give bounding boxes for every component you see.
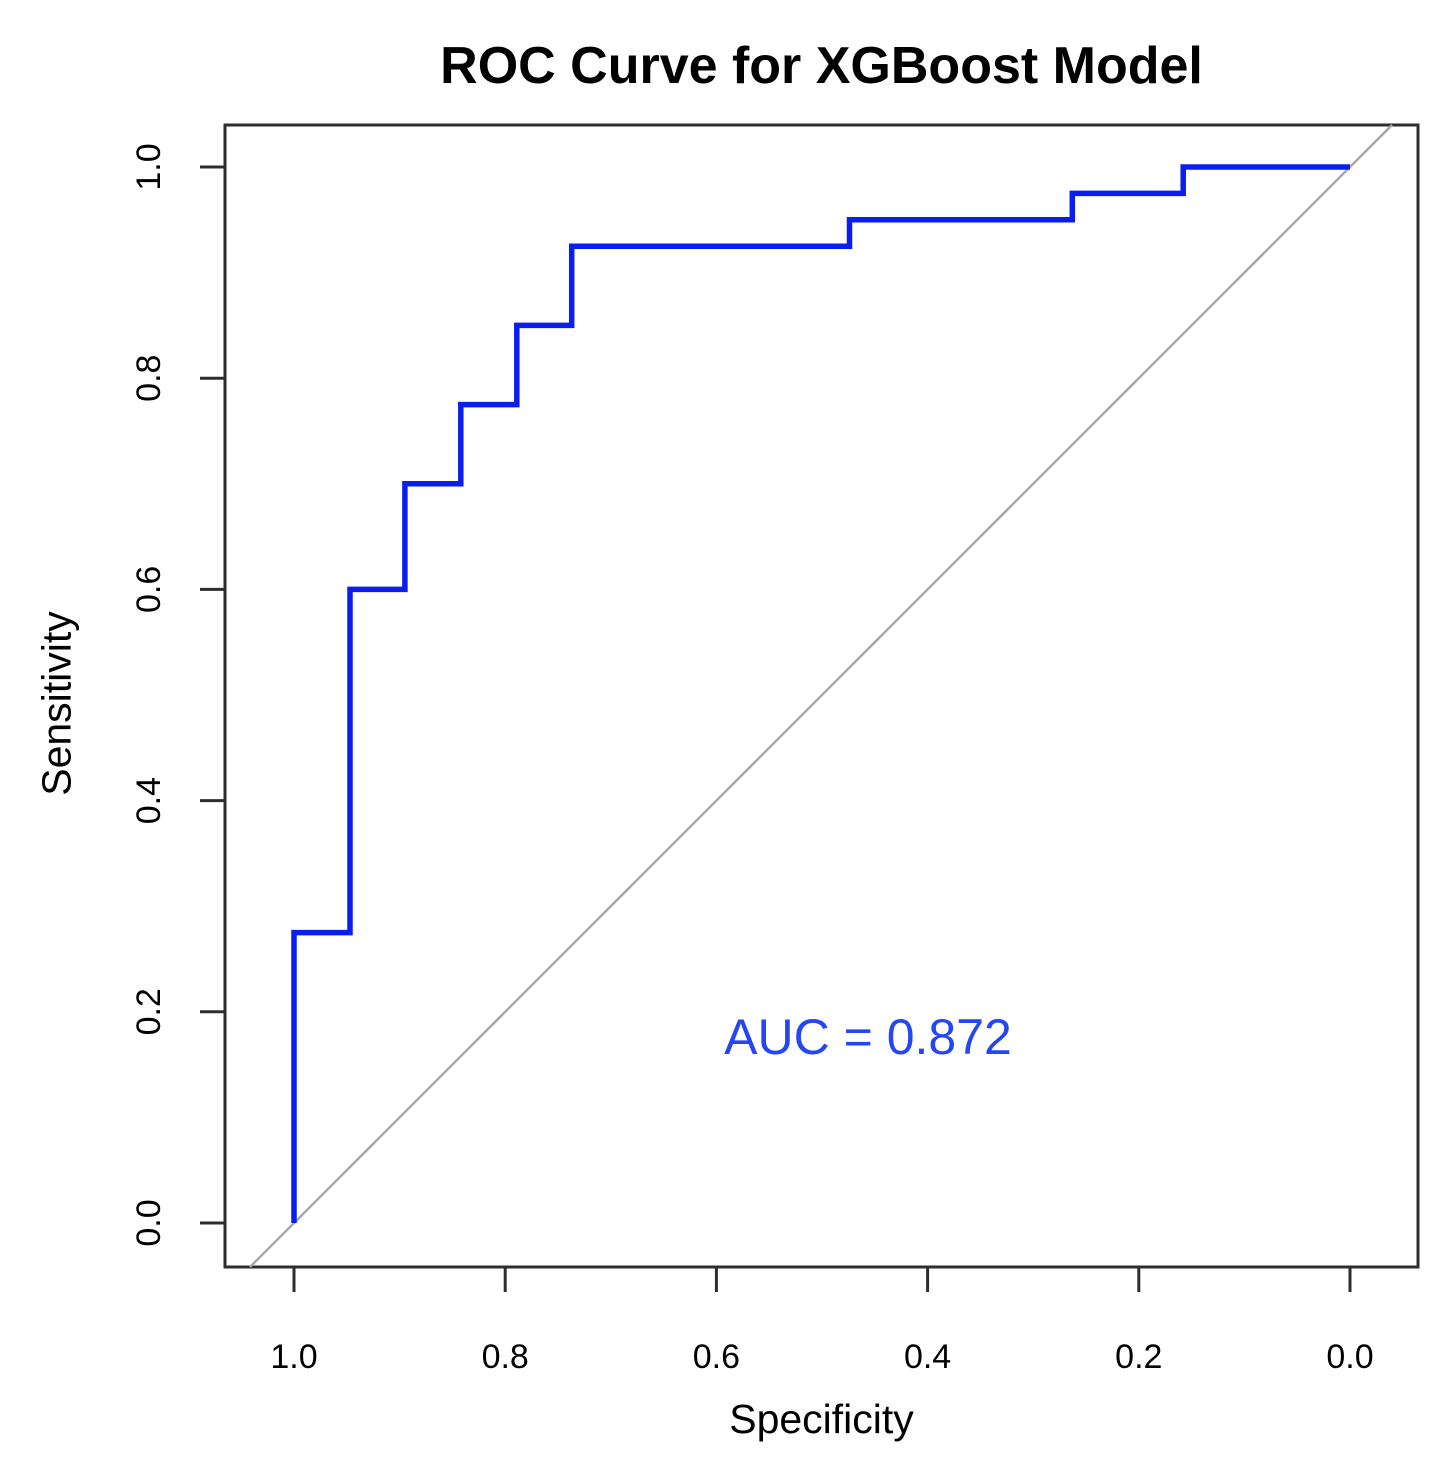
x-axis-label: Specificity	[729, 1396, 914, 1442]
auc-annotation: AUC = 0.872	[724, 1009, 1012, 1065]
y-tick-label: 1.0	[130, 143, 168, 190]
x-tick-label: 0.8	[482, 1338, 529, 1376]
x-tick-label: 0.4	[904, 1338, 951, 1376]
x-tick-label: 0.2	[1115, 1338, 1162, 1376]
x-tick-label: 0.6	[693, 1338, 740, 1376]
y-tick-label: 0.4	[130, 777, 168, 824]
y-tick-label: 0.8	[130, 355, 168, 402]
x-tick-label: 1.0	[270, 1338, 317, 1376]
x-tick-label: 0.0	[1326, 1338, 1373, 1376]
y-tick-label: 0.0	[130, 1199, 168, 1246]
roc-curve-line	[291, 164, 1350, 1223]
plot-frame	[223, 123, 1420, 1269]
chart-title: ROC Curve for XGBoost Model	[440, 37, 1203, 95]
y-tick-label: 0.2	[130, 988, 168, 1035]
chance-diagonal-line	[249, 124, 1393, 1268]
y-tick-label: 0.6	[130, 566, 168, 613]
